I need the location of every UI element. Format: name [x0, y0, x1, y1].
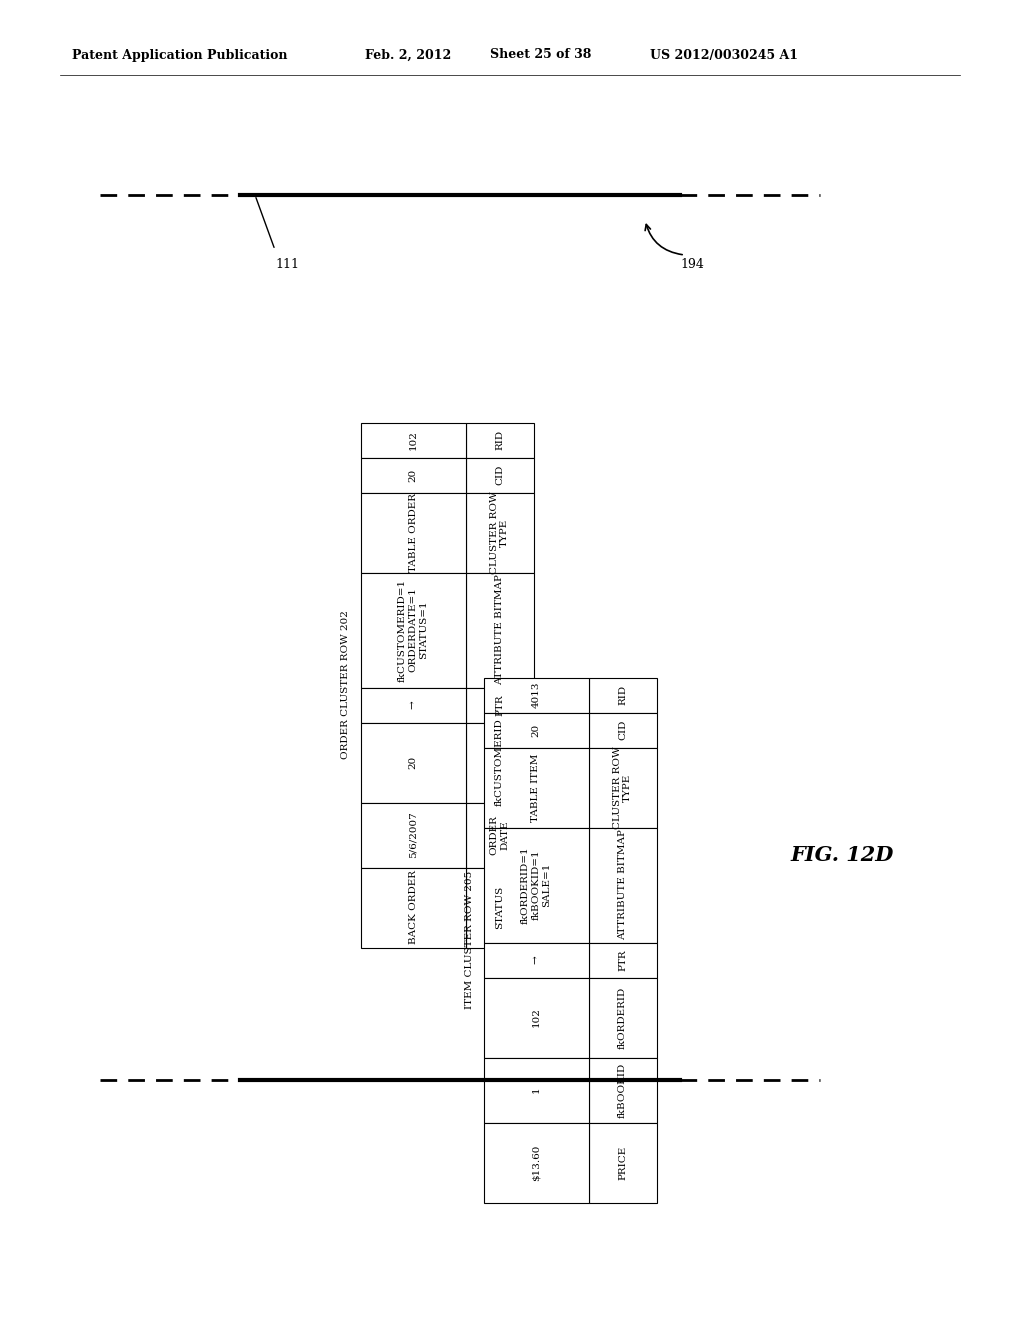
Text: 20: 20 — [409, 756, 418, 770]
Text: CID: CID — [618, 719, 627, 741]
Text: RID: RID — [495, 430, 504, 450]
Text: TABLE ITEM: TABLE ITEM — [531, 754, 541, 821]
Text: 102: 102 — [531, 1007, 541, 1027]
Text: ATTRIBUTE BITMAP: ATTRIBUTE BITMAP — [495, 574, 504, 685]
Text: PRICE: PRICE — [618, 1146, 627, 1180]
Bar — [483, 713, 589, 747]
Text: ATTRIBUTE BITMAP: ATTRIBUTE BITMAP — [618, 829, 627, 940]
Text: Patent Application Publication: Patent Application Publication — [72, 49, 288, 62]
Bar — [360, 688, 466, 722]
Bar — [466, 867, 534, 948]
Text: ORDER
DATE: ORDER DATE — [489, 814, 509, 855]
Text: US 2012/0030245 A1: US 2012/0030245 A1 — [650, 49, 798, 62]
Bar — [483, 978, 589, 1057]
Text: CID: CID — [495, 465, 504, 486]
Text: 1: 1 — [531, 1086, 541, 1093]
Text: TABLE ORDER: TABLE ORDER — [409, 492, 418, 572]
Bar — [589, 942, 656, 978]
Bar — [360, 722, 466, 803]
Text: ITEM CLUSTER ROW 205: ITEM CLUSTER ROW 205 — [465, 871, 473, 1008]
Text: CLUSTER ROW
TYPE: CLUSTER ROW TYPE — [489, 491, 509, 574]
Text: PTR: PTR — [495, 694, 504, 715]
Text: →: → — [531, 956, 541, 965]
Bar — [589, 677, 656, 713]
Text: BACK ORDER: BACK ORDER — [409, 870, 418, 945]
Bar — [589, 1057, 656, 1122]
Bar — [466, 422, 534, 458]
Text: 20: 20 — [409, 469, 418, 482]
Bar — [466, 573, 534, 688]
Text: 20: 20 — [531, 723, 541, 737]
Text: RID: RID — [618, 685, 627, 705]
Text: 5/6/2007: 5/6/2007 — [409, 812, 418, 858]
Text: 4013: 4013 — [531, 681, 541, 709]
Text: Sheet 25 of 38: Sheet 25 of 38 — [490, 49, 592, 62]
Bar — [483, 677, 589, 713]
Text: →: → — [409, 701, 418, 709]
Bar — [483, 1057, 589, 1122]
Text: 111: 111 — [275, 257, 299, 271]
Text: 102: 102 — [409, 430, 418, 450]
Text: fkORDERID: fkORDERID — [618, 986, 627, 1048]
Text: PTR: PTR — [618, 949, 627, 970]
Bar — [360, 492, 466, 573]
Text: fkCUSTOMERID=1
ORDERDATE=1
STATUS=1: fkCUSTOMERID=1 ORDERDATE=1 STATUS=1 — [398, 578, 428, 681]
Bar — [483, 828, 589, 942]
Text: fkCUSTOMERID: fkCUSTOMERID — [495, 718, 504, 807]
Bar — [589, 978, 656, 1057]
Bar — [589, 747, 656, 828]
Text: Feb. 2, 2012: Feb. 2, 2012 — [365, 49, 452, 62]
Bar — [483, 747, 589, 828]
Text: FIG. 12D: FIG. 12D — [790, 845, 893, 865]
Text: fkBOOKID: fkBOOKID — [618, 1063, 627, 1118]
Bar — [466, 492, 534, 573]
Bar — [360, 867, 466, 948]
Bar — [589, 828, 656, 942]
Text: fkORDERID=1
fkBOOKID=1
SALE=1: fkORDERID=1 fkBOOKID=1 SALE=1 — [521, 846, 551, 924]
Bar — [589, 1122, 656, 1203]
Bar — [466, 803, 534, 867]
Bar — [466, 458, 534, 492]
Text: 194: 194 — [680, 257, 703, 271]
Bar — [360, 573, 466, 688]
Bar — [589, 713, 656, 747]
Bar — [360, 422, 466, 458]
Text: STATUS: STATUS — [495, 886, 504, 929]
Bar — [360, 458, 466, 492]
Bar — [360, 803, 466, 867]
Bar — [483, 1122, 589, 1203]
Bar — [483, 942, 589, 978]
Bar — [466, 688, 534, 722]
Text: CLUSTER ROW
TYPE: CLUSTER ROW TYPE — [612, 746, 632, 829]
Bar — [466, 722, 534, 803]
Text: $13.60: $13.60 — [531, 1144, 541, 1180]
Text: ORDER CLUSTER ROW 202: ORDER CLUSTER ROW 202 — [341, 611, 350, 759]
